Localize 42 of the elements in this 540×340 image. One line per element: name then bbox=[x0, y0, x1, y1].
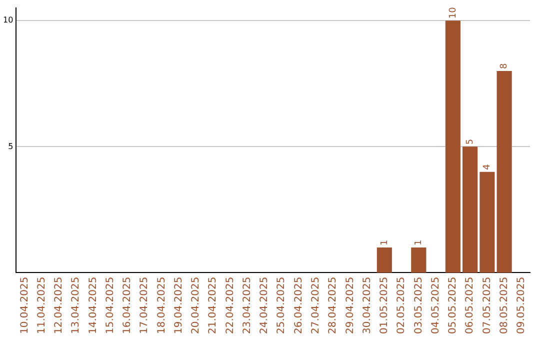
x-tick-label: 18.04.2025 bbox=[156, 276, 168, 334]
x-tick-label: 30.04.2025 bbox=[362, 276, 373, 334]
x-tick-label: 10.04.2025 bbox=[19, 276, 30, 334]
x-tick-label: 14.04.2025 bbox=[88, 276, 99, 334]
x-tick-label: 05.05.2025 bbox=[448, 276, 459, 334]
x-tick-label: 25.04.2025 bbox=[276, 276, 288, 334]
data-label: 5 bbox=[465, 138, 476, 145]
bar bbox=[462, 146, 478, 273]
x-tick-label: 07.05.2025 bbox=[482, 276, 493, 334]
bar bbox=[480, 172, 495, 273]
x-tick-label: 09.05.2025 bbox=[516, 276, 528, 334]
x-tick-label: 27.04.2025 bbox=[310, 276, 322, 334]
x-tick-label: 17.04.2025 bbox=[139, 276, 150, 334]
x-tick-label: 23.04.2025 bbox=[242, 276, 253, 334]
x-tick-label: 06.05.2025 bbox=[464, 276, 476, 334]
data-label: 10 bbox=[448, 6, 458, 19]
bar bbox=[496, 71, 512, 273]
bar bbox=[411, 248, 426, 273]
x-tick-label: 16.04.2025 bbox=[122, 276, 134, 334]
bar bbox=[376, 248, 392, 273]
x-tick-label: 22.04.2025 bbox=[224, 276, 236, 334]
x-tick-label: 15.04.2025 bbox=[104, 276, 116, 334]
x-tick-label: 12.04.2025 bbox=[54, 276, 65, 334]
data-label: 4 bbox=[482, 164, 493, 170]
x-tick-label: 08.05.2025 bbox=[498, 276, 510, 334]
x-tick-label: 20.04.2025 bbox=[190, 276, 202, 334]
x-tick-label: 02.05.2025 bbox=[396, 276, 408, 334]
x-tick-label: 11.04.2025 bbox=[36, 276, 48, 334]
x-tick-label: 03.05.2025 bbox=[413, 276, 424, 334]
x-tick-label: 19.04.2025 bbox=[173, 276, 184, 334]
x-tick-label: 13.04.2025 bbox=[70, 276, 82, 334]
x-tick-label: 28.04.2025 bbox=[328, 276, 339, 334]
x-tick-label: 29.04.2025 bbox=[344, 276, 356, 334]
data-label: 8 bbox=[500, 63, 510, 70]
x-tick-label: 24.04.2025 bbox=[259, 276, 270, 334]
x-tick-label: 26.04.2025 bbox=[293, 276, 304, 334]
data-label: 1 bbox=[414, 240, 424, 246]
data-label: 1 bbox=[380, 240, 390, 246]
bar bbox=[445, 20, 460, 273]
x-tick-label: 04.05.2025 bbox=[430, 276, 442, 334]
x-tick-label: 21.04.2025 bbox=[208, 276, 219, 334]
x-tick-label: 01.05.2025 bbox=[379, 276, 390, 334]
